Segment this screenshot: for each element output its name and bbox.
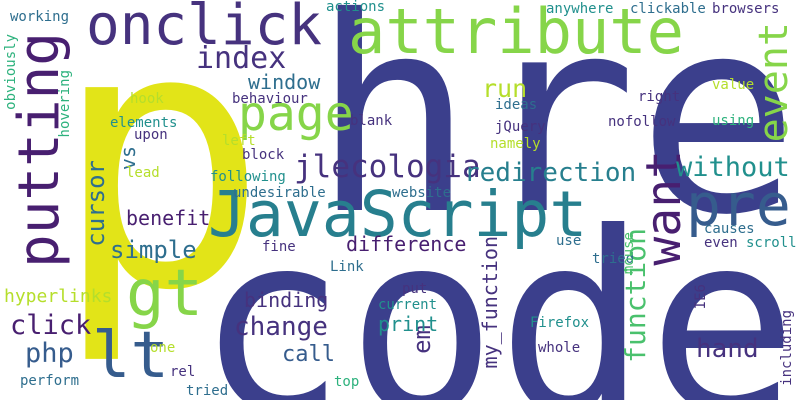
word-href: href [312, 0, 800, 274]
word-onclick: onclick [86, 0, 323, 58]
word-actions: actions [326, 0, 386, 15]
word-clickable: clickable [630, 1, 706, 17]
word-hyperlinks: hyperlinks [4, 286, 113, 307]
word-following: following [210, 169, 286, 185]
word-undesirable: undesirable [233, 185, 326, 201]
word-tried: tried [592, 251, 635, 267]
word-lt: lt [92, 319, 170, 393]
word-firefox: Firefox [530, 315, 590, 331]
word-php: php [25, 338, 74, 369]
word-right: right [638, 89, 681, 105]
word-use: use [556, 233, 582, 249]
word-blank: blank [350, 113, 393, 129]
word-jquery: jQuery [495, 119, 546, 135]
word-mouse: mouse [621, 232, 637, 275]
word-gt: gt [126, 257, 204, 331]
word-current: current [378, 297, 438, 313]
word-hand: hand [696, 334, 759, 364]
word-jlecologia: jlecologia [294, 149, 481, 185]
word-myfunction: my_function [478, 236, 502, 369]
word-left: left [222, 133, 256, 149]
word-index: index [196, 41, 287, 76]
word-scroll: scroll [746, 235, 797, 251]
word-page: page [238, 86, 354, 142]
word-whole: whole [538, 340, 581, 356]
word-pre: pre [686, 171, 791, 239]
word-one: one [150, 340, 176, 356]
word-tried-2: tried [186, 383, 229, 399]
word-click: click [10, 310, 92, 341]
word-putting: putting [7, 32, 72, 269]
word-code: code [196, 179, 799, 400]
word-value: value [712, 77, 755, 93]
word-causes: causes [704, 221, 755, 237]
word-using: using [712, 113, 755, 129]
word-behaviour: behaviour [232, 91, 308, 107]
word-namely: namely [490, 136, 541, 152]
word-binding: binding [244, 288, 329, 312]
word-block: block [242, 147, 285, 163]
word-upon: upon [134, 127, 168, 143]
word-run: run [482, 74, 528, 103]
word-link: Link [330, 259, 364, 275]
word-ie6: IE6 [693, 284, 709, 310]
word-simple: simple [110, 236, 197, 264]
word-event: event [751, 22, 797, 143]
word-p: p [52, 0, 269, 369]
word-top: top [334, 374, 360, 390]
word-anywhere: anywhere [546, 1, 614, 17]
word-call: call [282, 342, 335, 367]
word-put: put [402, 281, 428, 297]
word-even: even [704, 235, 738, 251]
word-change: change [234, 312, 328, 342]
word-nofollow: nofollow [608, 114, 676, 130]
word-website: website [392, 185, 452, 201]
word-fine: fine [262, 239, 296, 255]
word-ideas: ideas [495, 97, 538, 113]
word-hook: hook [130, 91, 164, 107]
word-obviously: obviously [3, 34, 19, 110]
word-difference: difference [346, 232, 467, 256]
word-javascript: JavaScript [208, 178, 588, 251]
word-redirection: redirection [464, 158, 637, 188]
word-hovering: hovering [57, 70, 73, 138]
word-including: including [779, 310, 795, 386]
word-print: print [378, 312, 439, 336]
word-perform: perform [20, 373, 80, 389]
word-working: working [10, 9, 70, 25]
word-benefit: benefit [126, 206, 211, 230]
word-browsers: browsers [712, 1, 780, 17]
word-rel: rel [170, 364, 196, 380]
word-attribute: attribute [348, 0, 684, 68]
word-window: window [248, 70, 321, 94]
word-cursor: cursor [82, 160, 110, 247]
word-elements: elements [110, 115, 178, 131]
word-without: without [676, 152, 790, 183]
word-lead: lead [126, 165, 160, 181]
